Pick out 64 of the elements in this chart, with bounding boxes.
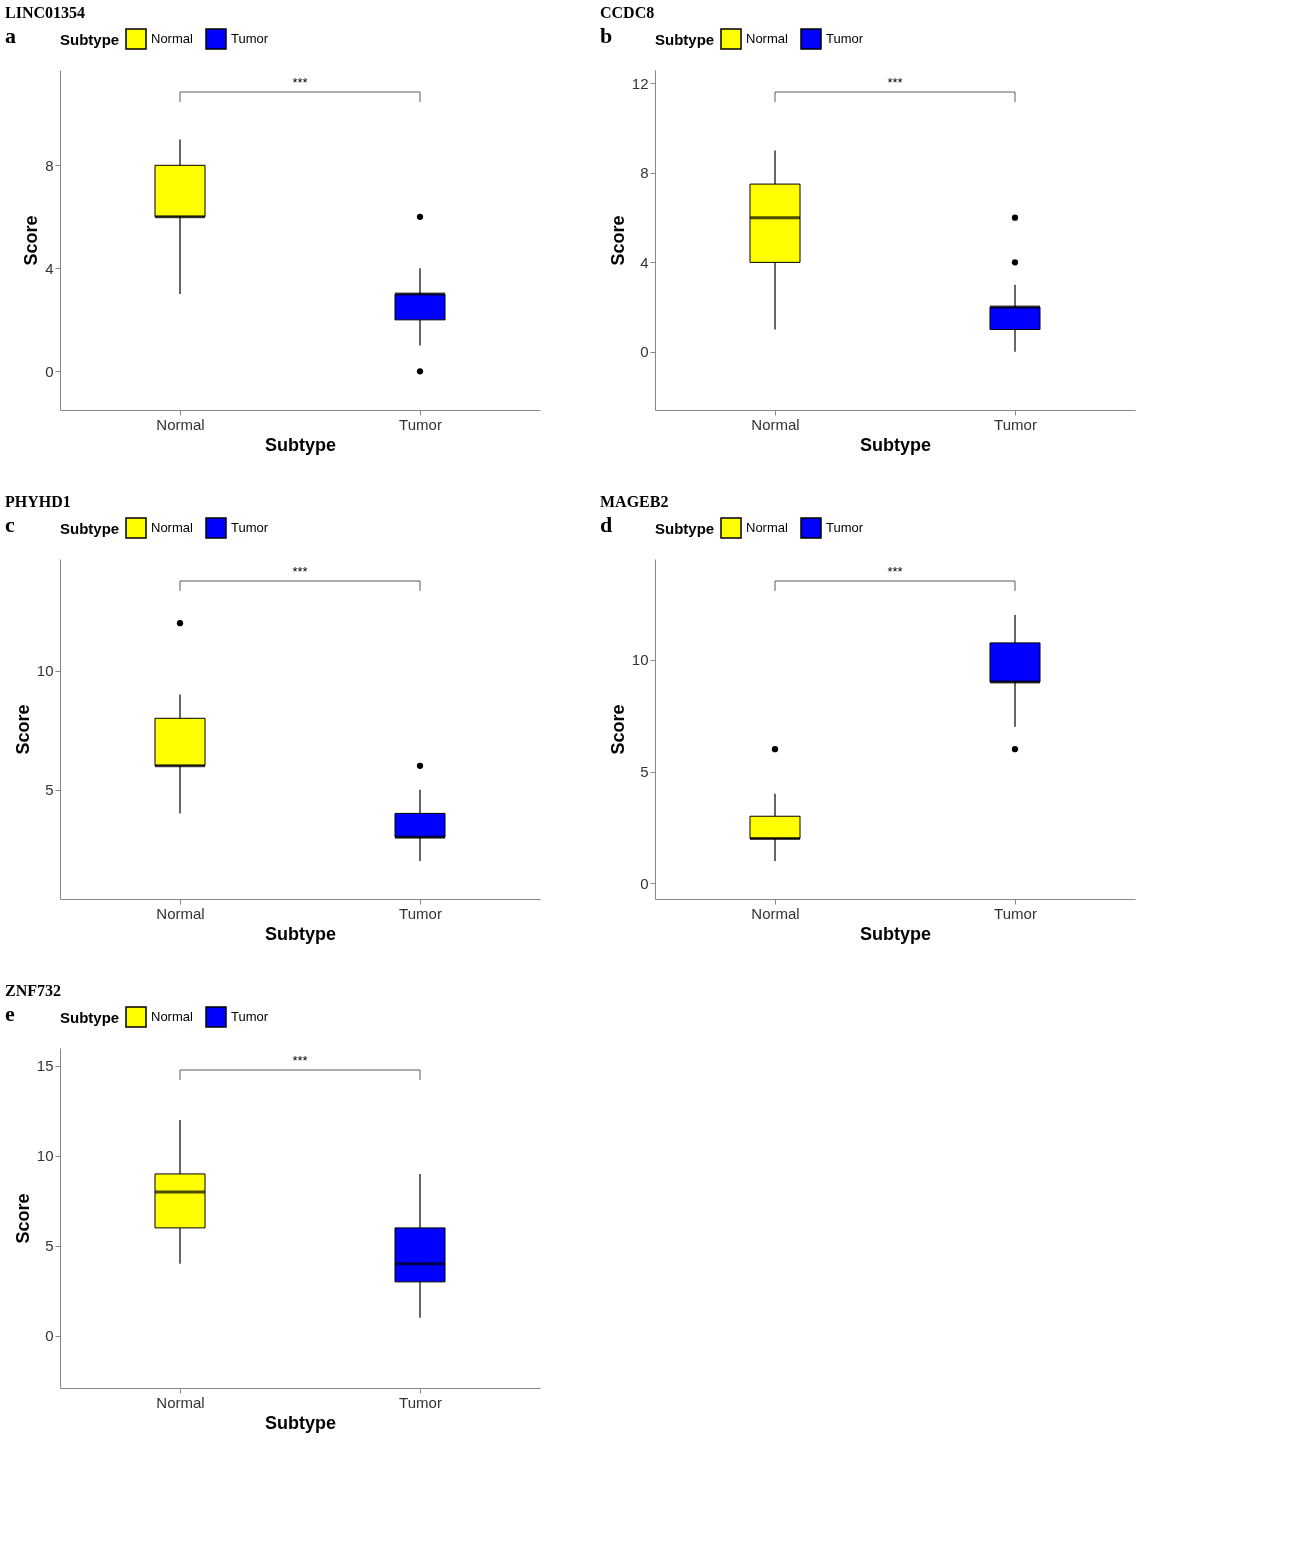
annotation: *** (292, 1053, 308, 1068)
x-tick-label: Tumor (399, 904, 442, 922)
x-tick-label: Tumor (994, 415, 1037, 433)
legend-label: Normal (151, 520, 194, 535)
x-tick-label: Tumor (399, 415, 442, 433)
chart-title: LINC01354 (5, 4, 86, 21)
legend-label: Tumor (826, 31, 864, 46)
y-tick-label: 0 (45, 362, 54, 380)
y-tick-label: 4 (45, 259, 54, 277)
y-axis-title: Score (607, 704, 628, 755)
annotation: *** (887, 564, 903, 579)
y-axis-title: Score (12, 704, 33, 755)
y-tick-label: 10 (36, 1147, 54, 1165)
legend-label: Normal (746, 520, 789, 535)
chart-title: ZNF732 (5, 982, 61, 999)
chart-title: CCDC8 (600, 4, 655, 21)
legend-label: Tumor (231, 31, 269, 46)
legend-label: Tumor (231, 1009, 269, 1024)
x-tick-label: Normal (751, 415, 800, 433)
y-tick-label: 12 (631, 74, 649, 92)
y-tick-label: 10 (631, 651, 649, 669)
y-tick-label: 15 (36, 1057, 54, 1075)
y-axis-title: Score (12, 1193, 33, 1244)
x-axis-title: Subtype (859, 434, 932, 455)
y-tick-label: 0 (640, 343, 649, 361)
legend-title: Subtype (60, 520, 120, 537)
legend-title: Subtype (60, 1009, 120, 1026)
legend-title: Subtype (655, 520, 715, 537)
y-tick-label: 5 (45, 1237, 54, 1255)
y-tick-label: 5 (45, 781, 54, 799)
y-tick-label: 8 (640, 164, 649, 182)
chart-title: MAGEB2 (600, 493, 669, 510)
x-axis-title: Subtype (264, 434, 337, 455)
legend-label: Normal (151, 1009, 194, 1024)
legend-label: Normal (151, 31, 194, 46)
x-axis-title: Subtype (264, 1412, 337, 1433)
annotation: *** (292, 564, 308, 579)
x-tick-label: Tumor (994, 904, 1037, 922)
text: a (5, 23, 16, 48)
legend-label: Normal (746, 31, 789, 46)
y-tick-label: 0 (45, 1327, 54, 1345)
y-tick-label: 0 (640, 874, 649, 892)
legend-label: Tumor (231, 520, 269, 535)
y-tick-label: 10 (36, 662, 54, 680)
legend-label: Tumor (826, 520, 864, 535)
x-axis-title: Subtype (264, 923, 337, 944)
text: d (600, 512, 613, 537)
chart-title: PHYHD1 (5, 493, 71, 510)
text: e (5, 1001, 15, 1026)
y-tick-label: 4 (640, 253, 649, 271)
y-tick-label: 5 (640, 763, 649, 780)
text: c (5, 512, 15, 537)
y-tick-label: 8 (45, 156, 54, 174)
y-axis-title: Score (21, 215, 42, 266)
legend-title: Subtype (60, 31, 120, 48)
legend-title: Subtype (655, 31, 715, 48)
text: b (600, 23, 613, 48)
x-tick-label: Normal (156, 904, 205, 922)
annotation: *** (887, 75, 903, 90)
x-tick-label: Normal (156, 415, 205, 433)
annotation: *** (292, 75, 308, 90)
x-tick-label: Normal (751, 904, 800, 922)
y-axis-title: Score (607, 215, 628, 266)
x-axis-title: Subtype (859, 923, 932, 944)
